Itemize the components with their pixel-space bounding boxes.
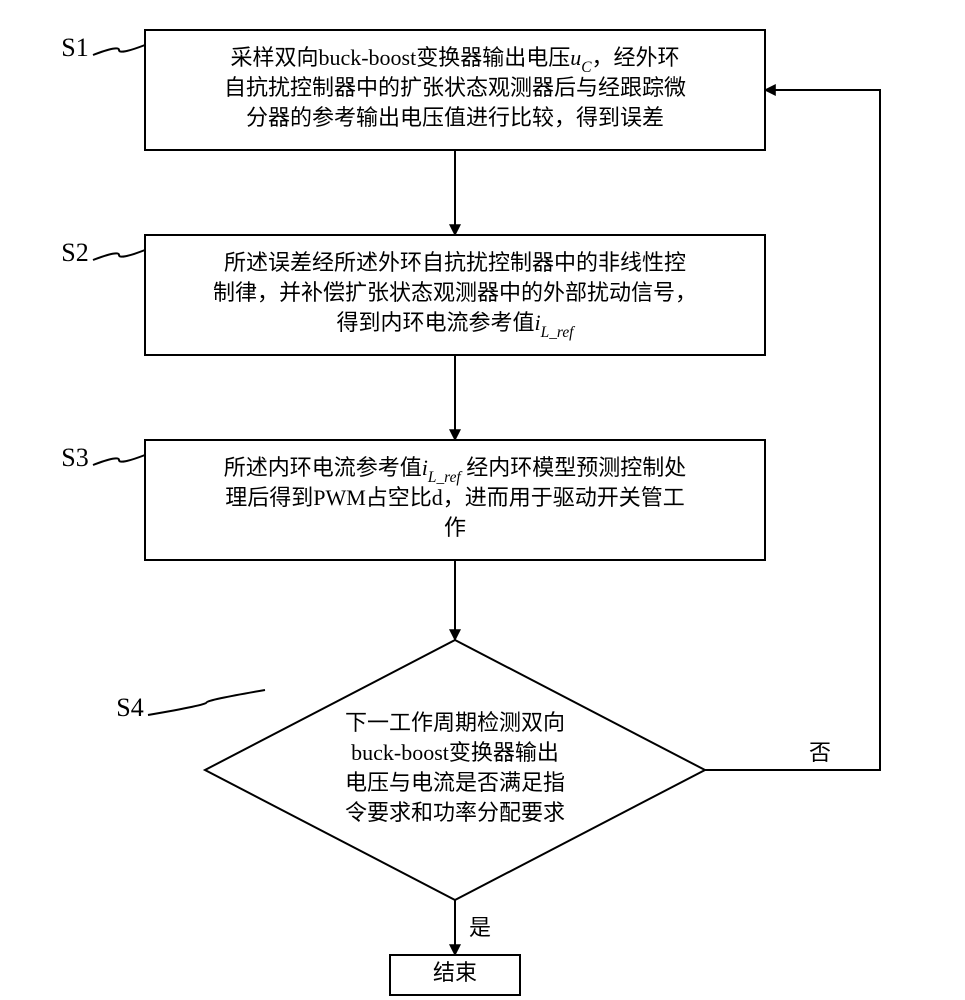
flowchart-canvas: 是否采样双向buck-boost变换器输出电压uC，经外环自抗扰控制器中的扩张状… <box>0 0 965 1000</box>
squiggle-s3 <box>93 455 145 465</box>
node-s3-line-2: 作 <box>444 515 466 540</box>
step-label-s1: S1 <box>61 33 88 62</box>
squiggle-s1 <box>93 45 145 55</box>
step-label-s2: S2 <box>61 238 88 267</box>
node-s1-line-2: 分器的参考输出电压值进行比较，得到误差 <box>246 105 664 130</box>
node-s3-line-1: 理后得到PWM占空比d，进而用于驱动开关管工 <box>225 485 685 510</box>
node-s2-line-1: 制律，并补偿扩张状态观测器中的外部扰动信号， <box>213 280 697 305</box>
squiggle-s2 <box>93 250 145 260</box>
node-s4-line-2: 电压与电流是否满足指 <box>345 770 565 795</box>
step-label-s3: S3 <box>61 443 88 472</box>
node-s2-line-0: 所述误差经所述外环自抗扰控制器中的非线性控 <box>224 250 686 275</box>
node-s4-line-3: 令要求和功率分配要求 <box>345 800 565 825</box>
node-s1-line-1: 自抗扰控制器中的扩张状态观测器后与经跟踪微 <box>224 75 686 100</box>
edge-label-4: 否 <box>809 740 831 765</box>
squiggle-s4 <box>148 690 265 715</box>
node-s4-line-0: 下一工作周期检测双向 <box>345 710 565 735</box>
step-label-s4: S4 <box>116 693 143 722</box>
node-s4-line-1: buck-boost变换器输出 <box>351 740 559 765</box>
edge-label-3: 是 <box>469 915 491 940</box>
edge-4 <box>705 90 880 770</box>
node-end-line-0: 结束 <box>433 960 477 985</box>
